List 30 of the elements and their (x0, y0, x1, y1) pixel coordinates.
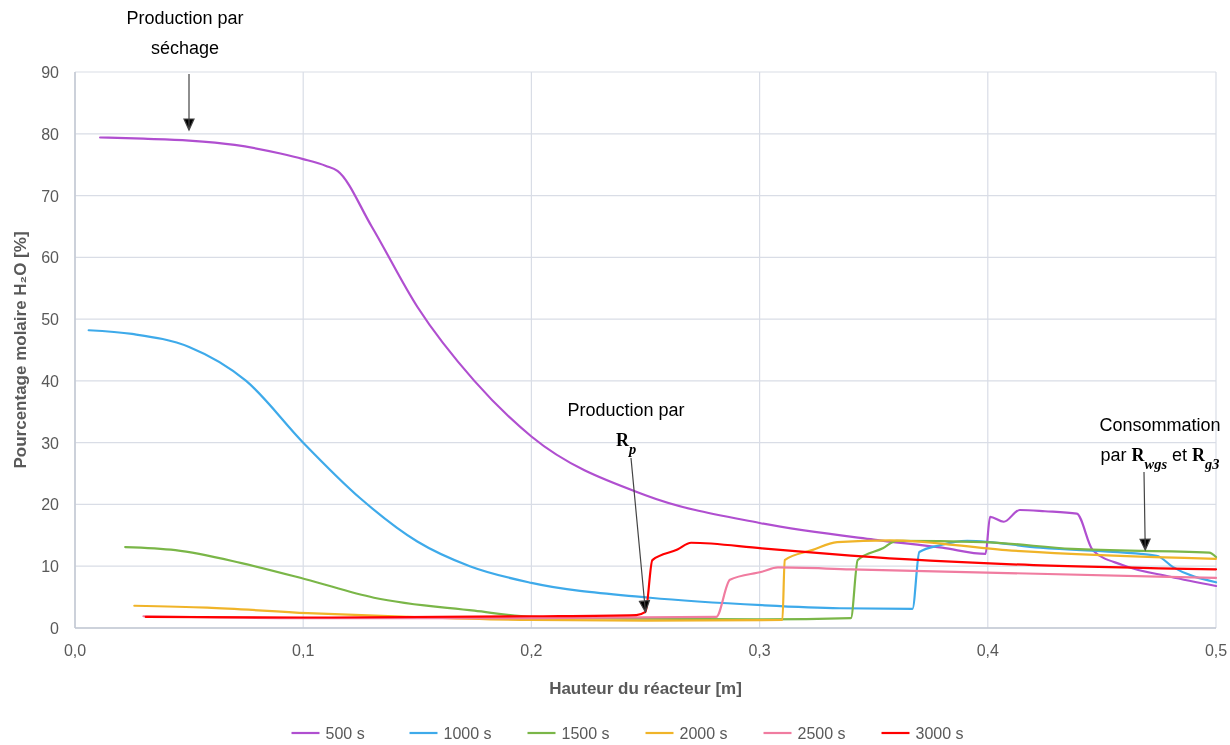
legend-label: 1000 s (443, 725, 492, 742)
annotation: Production par R$_{p}$ (567, 400, 685, 457)
legend-label: 2000 s (679, 725, 728, 742)
line-series (87, 329, 1218, 610)
legend-label: 500 s (325, 725, 365, 742)
legend-label: 2500 s (797, 725, 846, 742)
y-tick-label: 70 (41, 187, 60, 205)
y-tick-label: 50 (41, 311, 60, 329)
text: Production par séchage (126, 8, 244, 58)
y-tick-label: 90 (41, 64, 60, 81)
y-tick-label: 0 (50, 620, 60, 637)
x-axis-title: Hauteur du réacteur [m] (549, 679, 742, 698)
y-tick-label: 20 (41, 496, 60, 514)
x-tick-label: 0,2 (520, 642, 543, 659)
y-tick-label: 60 (41, 249, 60, 267)
x-tick-label: 0,3 (748, 642, 771, 659)
line-series (99, 136, 1218, 588)
y-tick-label: 30 (41, 434, 60, 452)
y-tick-label: 80 (41, 125, 60, 143)
x-tick-label: 0,4 (976, 642, 1000, 659)
x-tick-label: 0,5 (1204, 642, 1228, 659)
line-series (142, 566, 1218, 620)
y-tick-label: 10 (41, 558, 60, 576)
x-tick-label: 0,1 (292, 642, 315, 659)
y-tick-label: 40 (41, 372, 60, 390)
annotation: Consommation par R$_{wgs}$ et R$_{g3}$ (1099, 415, 1221, 472)
legend-label: 3000 s (915, 725, 964, 742)
y-axis-title: Pourcentage molaire H₂O [%] (11, 231, 30, 469)
legend-label: 1500 s (561, 725, 610, 742)
x-tick-label: 0,0 (63, 642, 87, 659)
